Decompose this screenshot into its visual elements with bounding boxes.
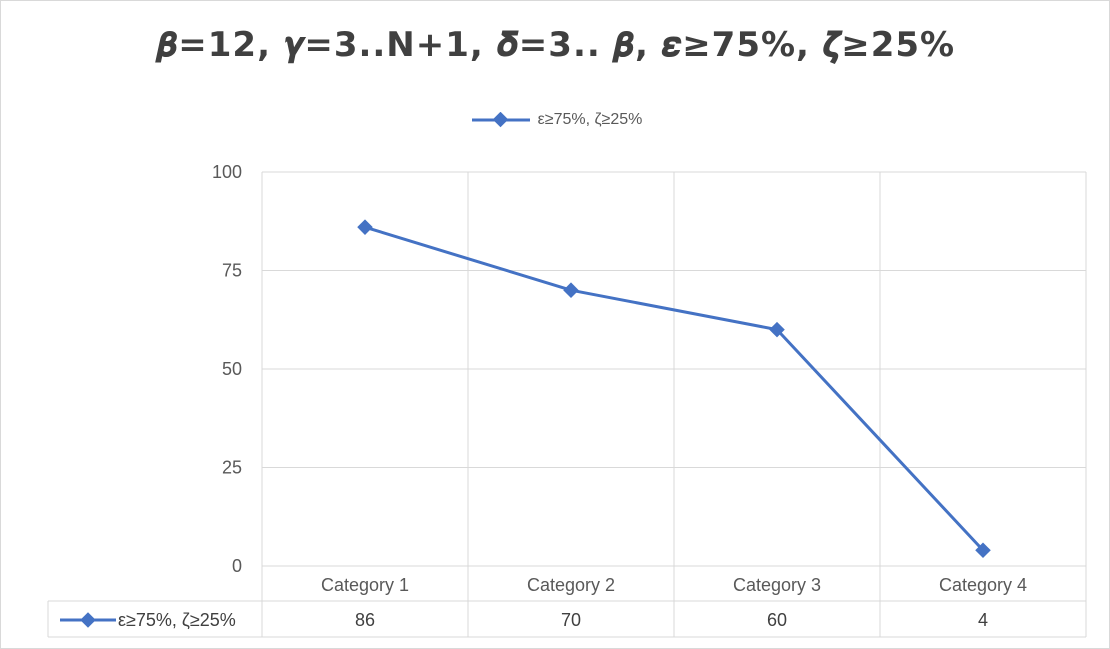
table-value-cell: 60 bbox=[767, 610, 787, 630]
legend: ε≥75%, ζ≥25% bbox=[1, 111, 1110, 129]
table-value-cell: 86 bbox=[355, 610, 375, 630]
legend-series-label: ε≥75%, ζ≥25% bbox=[537, 111, 643, 128]
table-value-cell: 4 bbox=[978, 610, 988, 630]
table-value-cell: 70 bbox=[561, 610, 581, 630]
chart-title: 𝜷=12, 𝜸=3..N+1, 𝜹=3.. 𝜷, 𝜺≥75%, 𝜻≥25% bbox=[156, 25, 956, 65]
x-category-label: Category 1 bbox=[321, 575, 409, 595]
y-tick-label: 50 bbox=[222, 359, 242, 379]
y-tick-label: 75 bbox=[222, 261, 242, 281]
x-category-label: Category 2 bbox=[527, 575, 615, 595]
y-tick-label: 0 bbox=[232, 556, 242, 576]
x-category-label: Category 3 bbox=[733, 575, 821, 595]
table-legend-key-marker bbox=[80, 612, 96, 628]
y-tick-label: 25 bbox=[222, 458, 242, 478]
y-tick-label: 100 bbox=[212, 162, 242, 182]
data-point-marker bbox=[975, 542, 991, 559]
data-point-marker bbox=[563, 282, 579, 298]
table-series-label: ε≥75%, ζ≥25% bbox=[118, 610, 236, 630]
series-line bbox=[364, 225, 985, 552]
data-point-marker bbox=[357, 219, 373, 235]
legend-swatch bbox=[471, 112, 530, 128]
x-category-label: Category 4 bbox=[939, 575, 1027, 595]
